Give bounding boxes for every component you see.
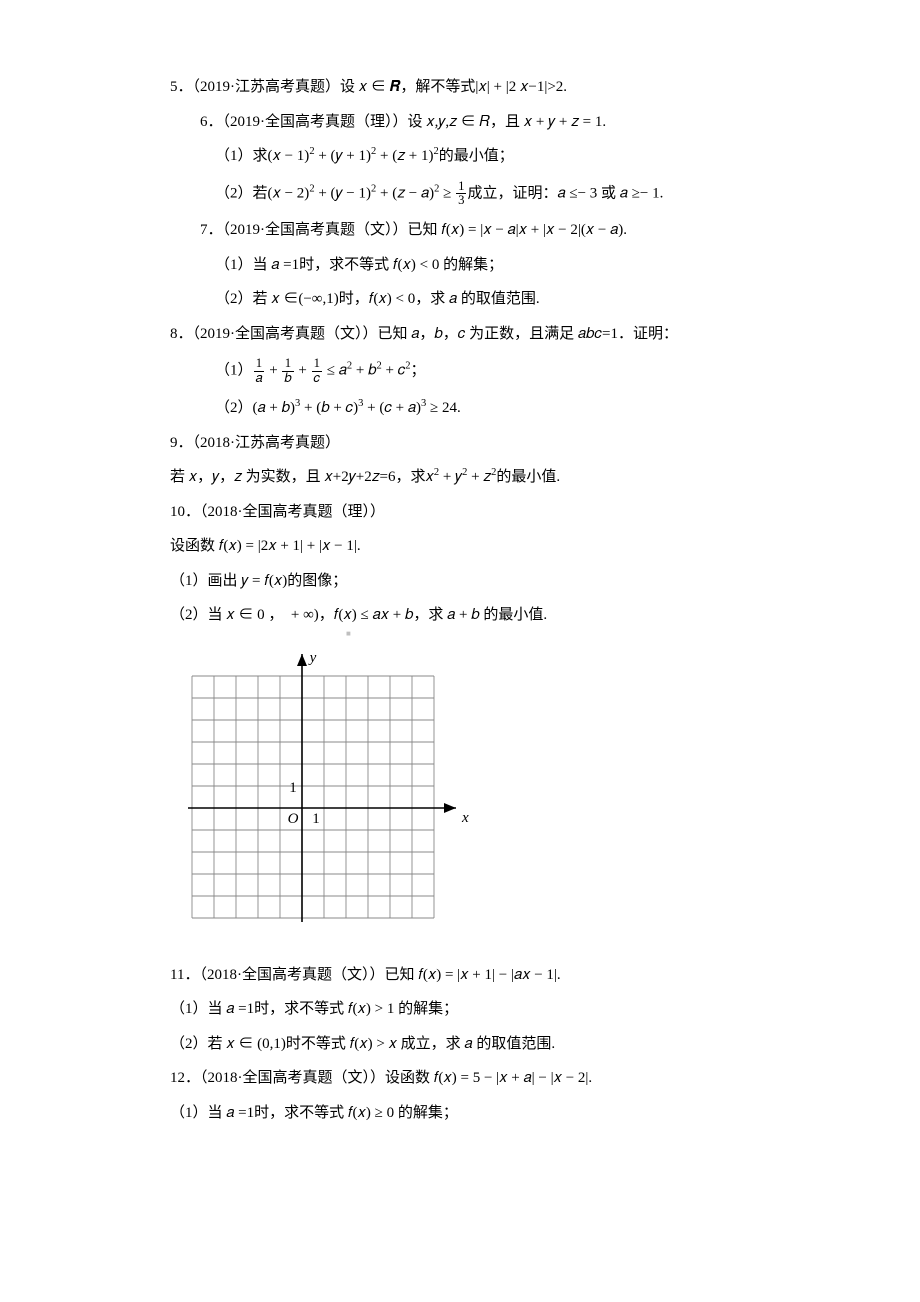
frac-1-b: 1𝑏: [282, 357, 293, 385]
svg-text:1: 1: [312, 811, 320, 827]
txt: （2）若(𝑥 − 2): [215, 185, 309, 201]
q11-p2: （2）若 𝑥 ∈ (0,1)时不等式 𝑓(𝑥) > 𝑥 成立，求 𝑎 的取值范围…: [170, 1027, 750, 1062]
txt: + 𝑦: [439, 469, 462, 485]
q10-p1: （1）画出 𝑦 = 𝑓(𝑥)的图像；: [170, 564, 750, 599]
txt: 的最小值；: [439, 148, 514, 164]
svg-text:x: x: [461, 810, 469, 826]
den: 𝑎: [254, 372, 265, 385]
q11-head: 11．（2018·全国高考真题（文））已知 𝑓(𝑥) = |𝑥 + 1| − |…: [170, 958, 750, 993]
txt: + (𝑧 − 𝑎): [376, 185, 434, 201]
txt: ≥: [439, 185, 455, 201]
txt: + (𝑏 + 𝑐): [300, 400, 358, 416]
den: 𝑐: [312, 372, 322, 385]
frac-1-3: 13: [456, 180, 466, 208]
q6-p1: （1）求(𝑥 − 1)2 + (𝑦 + 1)2 + (𝑧 + 1)2的最小值；: [170, 139, 750, 174]
q10-p2: （2）当 𝑥 ∈ 0 ， + ∞)，𝑓(𝑥) ≤ 𝑎𝑥 + 𝑏，求 𝑎 + 𝑏 …: [170, 598, 750, 633]
frac-1-a: 1𝑎: [254, 357, 265, 385]
txt: ≥ 24.: [426, 400, 460, 416]
q10-head: 10．（2018·全国高考真题（理））: [170, 495, 750, 530]
den: 𝑏: [282, 372, 293, 385]
q8-p1: （1）1𝑎 + 1𝑏 + 1𝑐 ≤ 𝑎2 + 𝑏2 + 𝑐2；: [170, 351, 750, 391]
q9-body: 若 𝑥，𝑦，𝑧 为实数，且 𝑥+2𝑦+2𝑧=6，求𝑥2 + 𝑦2 + 𝑧2的最小…: [170, 460, 750, 495]
q11-p1: （1）当 𝑎 =1时，求不等式 𝑓(𝑥) > 1 的解集；: [170, 992, 750, 1027]
svg-text:1: 1: [289, 780, 297, 796]
q8-p2: （2）(𝑎 + 𝑏)3 + (𝑏 + 𝑐)3 + (𝑐 + 𝑎)3 ≥ 24.: [170, 391, 750, 426]
q7-p2: （2）若 𝑥 ∈(−∞,1)时，𝑓(𝑥) < 0，求 𝑎 的取值范围.: [170, 282, 750, 317]
grid-svg: O11yx: [170, 645, 470, 940]
q7-p1: （1）当 𝑎 =1时，求不等式 𝑓(𝑥) < 0 的解集；: [170, 248, 750, 283]
q10-fn: 设函数 𝑓(𝑥) = |2𝑥 + 1| + |𝑥 − 1|.: [170, 529, 750, 564]
q6-head: 6．（2019·全国高考真题（理））设 𝑥,𝑦,𝑧 ∈ 𝑅，且 𝑥 + 𝑦 + …: [170, 105, 750, 140]
q8-head: 8．（2019·全国高考真题（文））已知 𝑎，𝑏，𝑐 为正数，且满足 𝑎𝑏𝑐=1…: [170, 317, 750, 352]
watermark: ■: [346, 628, 354, 640]
txt: +: [295, 363, 311, 379]
num: 1: [312, 357, 322, 371]
q9-head: 9．（2018·江苏高考真题）: [170, 426, 750, 461]
svg-text:y: y: [308, 650, 317, 666]
q5: 5．（2019·江苏高考真题）设 𝑥 ∈ 𝑹，解不等式|𝑥| + |2 𝑥−1|…: [170, 70, 750, 105]
frac-1-c: 1𝑐: [312, 357, 322, 385]
txt: 的最小值.: [496, 469, 560, 485]
svg-text:O: O: [288, 811, 299, 827]
txt: + (𝑦 + 1): [315, 148, 371, 164]
q12-p1: （1）当 𝑎 =1时，求不等式 𝑓(𝑥) ≥ 0 的解集；: [170, 1096, 750, 1131]
txt: + 𝑐: [382, 363, 406, 379]
txt: （2）(𝑎 + 𝑏): [215, 400, 295, 416]
txt: + 𝑏: [352, 363, 376, 379]
txt: （1）: [215, 363, 253, 379]
q12-head: 12．（2018·全国高考真题（文））设函数 𝑓(𝑥) = 5 − |𝑥 + 𝑎…: [170, 1061, 750, 1096]
num: 1: [282, 357, 293, 371]
q6-p2: （2）若(𝑥 − 2)2 + (𝑦 − 1)2 + (𝑧 − 𝑎)2 ≥ 13成…: [170, 174, 750, 214]
coordinate-grid: O11yx: [170, 645, 470, 940]
txt: + (𝑧 + 1): [376, 148, 433, 164]
txt: 成立，证明：𝑎 ≤− 3 或 𝑎 ≥− 1.: [467, 185, 663, 201]
txt: ；: [411, 363, 426, 379]
txt: + (𝑦 − 1): [315, 185, 371, 201]
txt: ≤ 𝑎: [323, 363, 347, 379]
den: 3: [456, 194, 466, 207]
txt: + (𝑐 + 𝑎): [363, 400, 421, 416]
txt: + 𝑧: [467, 469, 491, 485]
num: 1: [456, 180, 466, 194]
num: 1: [254, 357, 265, 371]
txt: 若 𝑥，𝑦，𝑧 为实数，且 𝑥+2𝑦+2𝑧=6，求𝑥: [170, 469, 434, 485]
txt: （1）求(𝑥 − 1): [215, 148, 309, 164]
txt: +: [265, 363, 281, 379]
q7-head: 7．（2019·全国高考真题（文））已知 𝑓(𝑥) = |𝑥 − 𝑎|𝑥 + |…: [170, 213, 750, 248]
